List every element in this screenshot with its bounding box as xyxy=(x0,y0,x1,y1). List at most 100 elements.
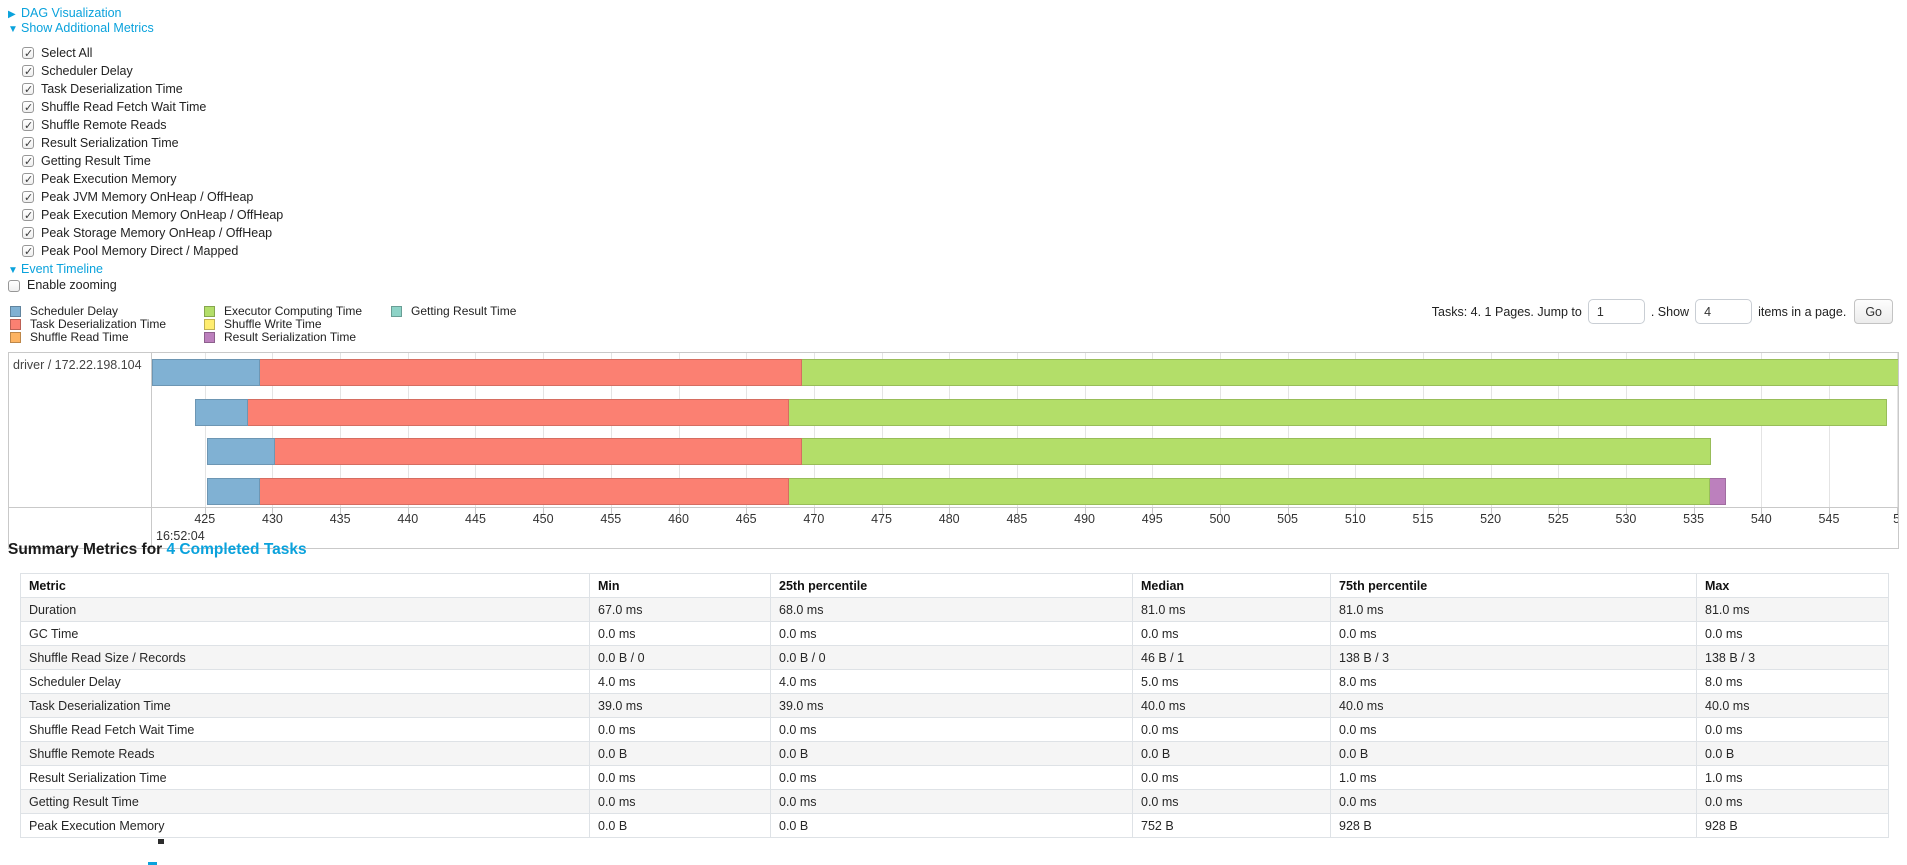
dag-visualization-link[interactable]: DAG Visualization xyxy=(21,6,122,20)
enable-zooming-checkbox[interactable] xyxy=(8,279,20,292)
gridline xyxy=(272,353,274,507)
summary-metrics-table: Metric Min 25th percentile Median 75th perce… xyxy=(20,573,1889,838)
gridline xyxy=(1896,353,1898,507)
timeline-x-axis: 16:52:04 425 430 435 440 445 450 455 460 465 470 4… xyxy=(152,508,1898,550)
table-cell: 81.0 ms xyxy=(1330,597,1697,622)
go-button[interactable]: Go xyxy=(1854,299,1893,324)
task-segment-executor-computing-time[interactable] xyxy=(801,359,1898,386)
task-segment-scheduler-delay[interactable] xyxy=(152,359,261,386)
table-cell: Shuffle Read Size / Records xyxy=(20,645,590,670)
table-cell: 0.0 ms xyxy=(1132,621,1331,646)
caret-down-icon: ▼ xyxy=(8,265,18,276)
tick-label: 490 xyxy=(1074,512,1095,526)
legend-swatch-icon xyxy=(204,319,215,330)
metric-checkbox[interactable] xyxy=(22,81,34,99)
task-bar[interactable] xyxy=(207,478,1727,505)
table-cell: 0.0 ms xyxy=(1696,621,1889,646)
task-segment-task-deserialization-time[interactable] xyxy=(260,478,790,505)
table-cell: 0.0 B xyxy=(770,741,1133,766)
axis-start-time-label: 16:52:04 xyxy=(156,529,205,543)
show-additional-metrics-link[interactable]: Show Additional Metrics xyxy=(21,21,154,35)
table-cell: 68.0 ms xyxy=(770,597,1133,622)
items-per-page-input[interactable] xyxy=(1695,299,1753,324)
table-header-cell: 25th percentile xyxy=(770,573,1133,598)
table-cell: Task Deserialization Time xyxy=(20,693,590,718)
metric-checkbox[interactable] xyxy=(22,45,34,63)
legend-label: Shuffle Write Time xyxy=(224,317,322,331)
legend-item: Executor Computing Time xyxy=(204,305,362,318)
table-header-row: Metric Min 25th percentile Median 75th perce… xyxy=(20,573,1889,598)
tick-mark xyxy=(1016,508,1018,515)
tick-mark xyxy=(610,508,612,515)
table-cell: 0.0 ms xyxy=(1330,789,1697,814)
tick-mark xyxy=(543,508,545,515)
tick-label: 435 xyxy=(329,512,351,526)
metric-checkbox-list: Select All Scheduler Delay Task Deserializ… xyxy=(22,44,283,261)
gridline xyxy=(475,353,477,507)
metric-checkbox[interactable] xyxy=(22,225,34,243)
table-cell: GC Time xyxy=(20,621,590,646)
tick-label: 485 xyxy=(1006,512,1028,526)
task-bar[interactable] xyxy=(207,438,1712,465)
table-cell: 0.0 B / 0 xyxy=(589,645,771,670)
table-cell: 0.0 B xyxy=(1132,741,1331,766)
metric-checkbox[interactable] xyxy=(22,117,34,135)
metric-checkbox[interactable] xyxy=(22,63,34,81)
metric-checkbox-row: Peak Storage Memory OnHeap / OffHeap xyxy=(22,224,283,243)
tick-label: 455 xyxy=(600,512,622,526)
task-segment-task-deserialization-time[interactable] xyxy=(275,438,802,465)
tick-label: 425 xyxy=(194,512,216,526)
jump-to-page-input[interactable] xyxy=(1587,299,1645,324)
metric-checkbox-row: Shuffle Read Fetch Wait Time xyxy=(22,98,283,117)
event-timeline-link[interactable]: Event Timeline xyxy=(21,262,103,276)
task-bar[interactable] xyxy=(195,399,1888,426)
metric-checkbox[interactable] xyxy=(22,243,34,261)
legend-label: Getting Result Time xyxy=(411,304,517,318)
summary-heading-prefix: Summary Metrics for xyxy=(8,541,167,558)
gridline xyxy=(1219,353,1221,507)
legend-label: Result Serialization Time xyxy=(224,330,357,344)
task-segment-task-deserialization-time[interactable] xyxy=(248,399,790,426)
dag-visualization-toggle[interactable]: ▶ DAG Visualization xyxy=(8,6,283,21)
tick-mark xyxy=(272,508,274,515)
metric-checkbox[interactable] xyxy=(22,153,34,171)
legend-item: Shuffle Write Time xyxy=(204,318,362,331)
metric-checkbox-row: Result Serialization Time xyxy=(22,134,283,153)
task-segment-scheduler-delay[interactable] xyxy=(207,438,276,465)
task-segment-scheduler-delay[interactable] xyxy=(207,478,261,505)
metric-checkbox[interactable] xyxy=(22,189,34,207)
task-segment-executor-computing-time[interactable] xyxy=(801,438,1712,465)
tick-label: 430 xyxy=(262,512,283,526)
table-cell: 1.0 ms xyxy=(1330,765,1697,790)
task-segment-executor-computing-time[interactable] xyxy=(789,399,1888,426)
task-segment-result-serialization-time[interactable] xyxy=(1709,478,1727,505)
show-additional-metrics-toggle[interactable]: ▼ Show Additional Metrics xyxy=(8,21,283,36)
table-cell: 4.0 ms xyxy=(589,669,771,694)
tick-mark xyxy=(1084,508,1086,515)
tick-mark xyxy=(1558,508,1560,515)
task-bar[interactable] xyxy=(152,359,1898,386)
task-segment-task-deserialization-time[interactable] xyxy=(260,359,802,386)
table-cell: 0.0 ms xyxy=(1132,789,1331,814)
metric-checkbox[interactable] xyxy=(22,207,34,225)
tick-label: 450 xyxy=(532,512,554,526)
event-timeline-toggle[interactable]: ▼ Event Timeline xyxy=(8,262,283,277)
metric-checkbox[interactable] xyxy=(22,99,34,117)
metric-checkbox[interactable] xyxy=(22,171,34,189)
gridline xyxy=(340,353,342,507)
metric-checkbox-row: Scheduler Delay xyxy=(22,62,283,81)
completed-tasks-link[interactable]: 4 Completed Tasks xyxy=(166,541,307,558)
metric-checkbox[interactable] xyxy=(22,135,34,153)
tick-mark xyxy=(746,508,748,515)
task-segment-executor-computing-time[interactable] xyxy=(789,478,1710,505)
table-cell: 0.0 ms xyxy=(1132,765,1331,790)
task-segment-scheduler-delay[interactable] xyxy=(195,399,249,426)
gridline xyxy=(543,353,545,507)
tick-mark xyxy=(1828,508,1830,515)
tick-mark xyxy=(1490,508,1492,515)
metric-checkbox-row: Task Deserialization Time xyxy=(22,80,283,99)
metric-checkbox-label: Peak Pool Memory Direct / Mapped xyxy=(41,244,239,258)
legend-swatch-icon xyxy=(10,306,21,317)
table-header-cell: Median xyxy=(1132,573,1331,598)
gridline xyxy=(610,353,612,507)
